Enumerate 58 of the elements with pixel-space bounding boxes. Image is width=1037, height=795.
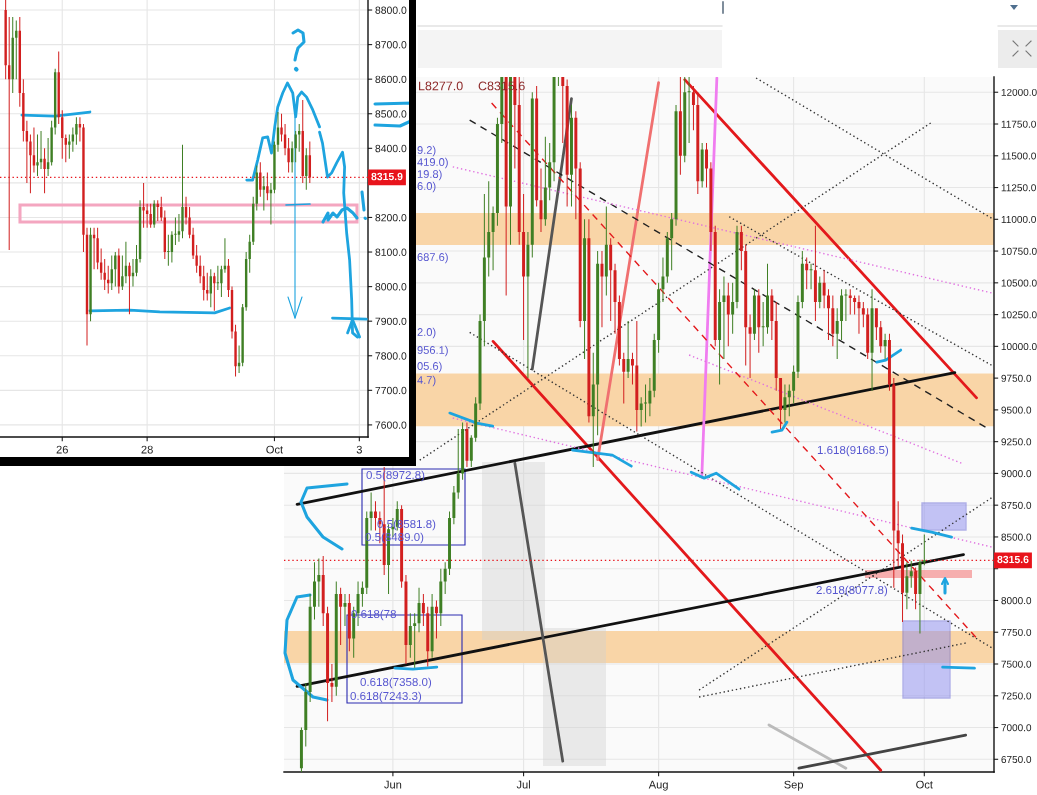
y-tick-label: 8000.0 [375, 283, 407, 291]
y-tick-label: 9000.0 [1001, 470, 1032, 478]
y-tick-label: 7000.0 [1001, 724, 1032, 732]
annotation: 687.6) [417, 252, 448, 264]
y-tick-label: 7600.0 [375, 421, 407, 429]
annotation: 19.8) [417, 169, 442, 181]
x-tick-label: 26 [56, 445, 68, 454]
x-tick-label: Jul [516, 780, 530, 789]
x-tick-label: 28 [141, 445, 153, 454]
annotation: 6.0) [417, 181, 436, 193]
x-tick-label: Sep [784, 780, 804, 791]
y-tick-label: 11250.0 [1001, 184, 1036, 192]
ref-line-label: 8315.9 [371, 172, 403, 181]
x-tick-label: Aug [648, 780, 668, 791]
annotation: 4.7) [417, 375, 436, 387]
annotation: 9.2) [417, 145, 436, 157]
y-tick-label: 7700.0 [375, 386, 407, 395]
y-tick-label: 9500.0 [1001, 406, 1032, 414]
y-tick-label: 7800.0 [375, 352, 407, 360]
ref-line-label: 8315.6 [997, 555, 1029, 564]
annotation: 1.618(9168.5) [817, 445, 889, 457]
y-tick-label: 9250.0 [1001, 438, 1032, 446]
y-tick-label: 8100.0 [375, 248, 407, 256]
annotation: L8277.0 [419, 81, 463, 91]
y-tick-label: 12000.0 [1001, 88, 1037, 96]
y-tick-label: 8500.0 [375, 110, 407, 118]
y-tick-label: 10000.0 [1001, 343, 1037, 351]
y-tick-label: 8700.0 [375, 41, 407, 49]
y-tick-label: 6750.0 [1001, 755, 1032, 764]
y-tick-label: 7750.0 [1001, 628, 1032, 636]
y-tick-label: 8800.0 [375, 6, 407, 14]
y-tick-label: 8000.0 [1001, 597, 1032, 605]
y-tick-label: 8750.0 [1001, 501, 1032, 509]
y-tick-label: 11000.0 [1001, 215, 1036, 224]
y-tick-label: 10250.0 [1001, 311, 1037, 319]
y-tick-label: 8500.0 [1001, 533, 1032, 541]
y-tick-label: 10750.0 [1001, 247, 1037, 255]
annotation: 05.6) [417, 361, 442, 373]
y-tick-label: 8600.0 [375, 75, 407, 84]
x-tick-label: 3 [356, 445, 362, 454]
annotation: 2.618(8077.8) [816, 585, 888, 597]
y-tick-label: 7900.0 [375, 317, 407, 326]
annotation: 419.0) [417, 157, 448, 169]
x-tick-label: Jun [384, 780, 402, 789]
annotation: 0.618(7243.3) [350, 691, 422, 703]
y-tick-label: 11750.0 [1001, 120, 1036, 128]
y-tick-label: 7500.0 [1001, 660, 1032, 668]
y-tick-label: 9750.0 [1001, 374, 1032, 382]
x-tick-label: Oct [916, 780, 933, 789]
annotation: 0.618(7358.0) [360, 677, 432, 689]
x-tick-label: Oct [266, 445, 284, 454]
annotation: 956.1) [417, 345, 448, 357]
y-tick-label: 8200.0 [375, 213, 407, 222]
annotation: 2.0) [417, 327, 436, 339]
y-tick-label: 11500.0 [1001, 152, 1036, 160]
y-tick-label: 8400.0 [375, 144, 407, 153]
y-tick-label: 7250.0 [1001, 692, 1032, 700]
y-tick-label: 10500.0 [1001, 279, 1037, 287]
